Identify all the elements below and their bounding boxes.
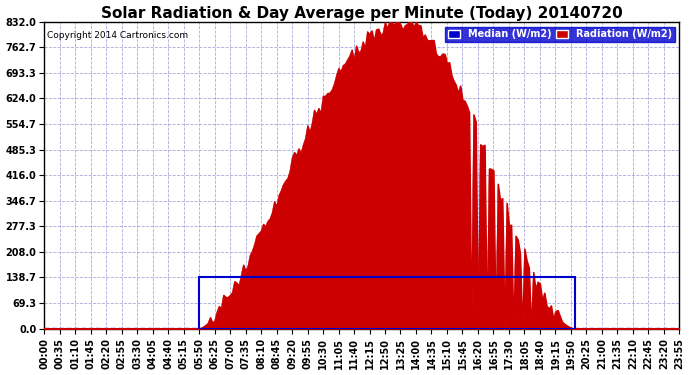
Legend: Median (W/m2), Radiation (W/m2): Median (W/m2), Radiation (W/m2) xyxy=(445,27,675,42)
Bar xyxy=(199,278,575,328)
Text: Copyright 2014 Cartronics.com: Copyright 2014 Cartronics.com xyxy=(47,31,188,40)
Title: Solar Radiation & Day Average per Minute (Today) 20140720: Solar Radiation & Day Average per Minute… xyxy=(101,6,622,21)
